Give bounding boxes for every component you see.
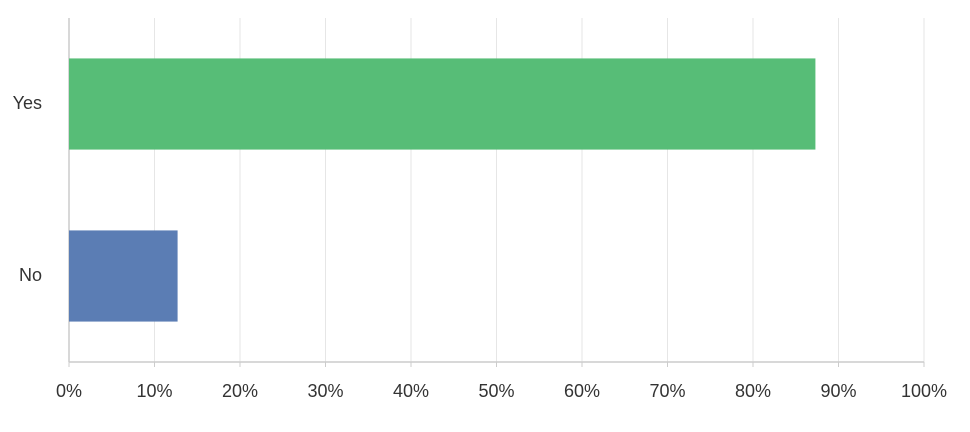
x-tick-label: 60% — [564, 381, 600, 401]
x-tick-label: 20% — [222, 381, 258, 401]
x-tick-label: 70% — [649, 381, 685, 401]
x-tick-label: 30% — [307, 381, 343, 401]
x-tick-label: 90% — [820, 381, 856, 401]
x-tick-label: 50% — [478, 381, 514, 401]
x-tick-label: 80% — [735, 381, 771, 401]
y-tick-label: No — [19, 265, 42, 285]
x-tick-label: 0% — [56, 381, 82, 401]
x-tick-label: 10% — [136, 381, 172, 401]
x-tick-label: 40% — [393, 381, 429, 401]
bar — [69, 58, 816, 150]
y-tick-label: Yes — [13, 93, 42, 113]
x-tick-label: 100% — [901, 381, 947, 401]
bar — [69, 230, 178, 322]
